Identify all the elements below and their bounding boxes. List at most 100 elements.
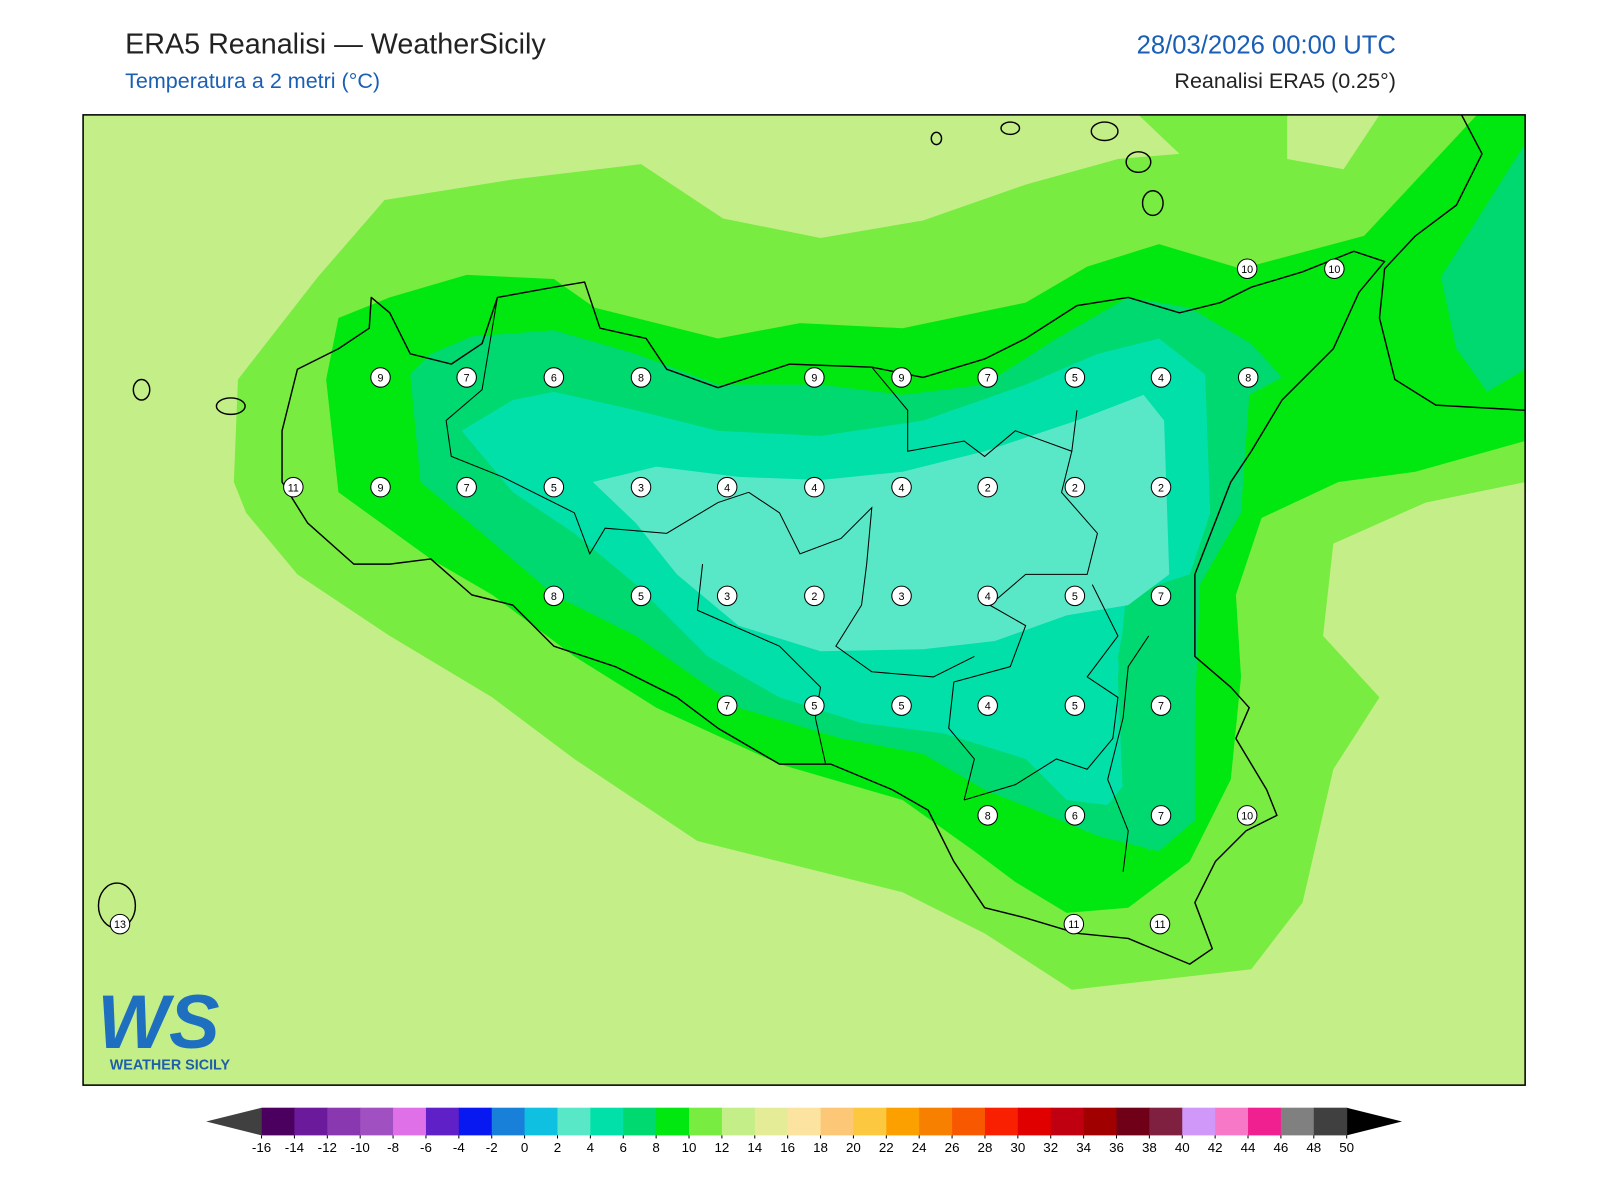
colorbar-tick-label: 8 — [652, 1140, 659, 1155]
coastline-calabria — [1378, 114, 1526, 411]
colorbar-bin — [491, 1107, 526, 1136]
colorbar-tick-label: -10 — [351, 1140, 370, 1155]
station: 7 — [1150, 695, 1172, 716]
station-value: 4 — [811, 482, 817, 494]
subtitle: Temperatura a 2 metri (°C) — [125, 69, 380, 93]
station-value: 3 — [899, 591, 905, 603]
island — [1125, 151, 1152, 174]
colorbar-tick-label: -12 — [318, 1140, 337, 1155]
station-value: 5 — [899, 701, 905, 713]
field-12-14 — [1287, 114, 1380, 170]
station: 10 — [1324, 258, 1345, 279]
station-marker — [716, 695, 738, 716]
colorbar-bin — [393, 1107, 427, 1136]
colorbar-bin — [984, 1107, 1019, 1136]
colorbar-bin — [557, 1107, 591, 1136]
station-marker — [543, 476, 565, 498]
station-marker — [1236, 805, 1258, 826]
colorbar-bin — [1248, 1107, 1282, 1136]
colorbar-tick-label: 18 — [813, 1140, 828, 1155]
colorbar-bin — [1313, 1107, 1348, 1136]
station-value: 4 — [985, 591, 991, 603]
station-value: 4 — [985, 701, 991, 713]
colorbar-tick-label: 2 — [554, 1140, 561, 1155]
station: 11 — [283, 476, 304, 498]
colorbar-tick-label: 6 — [620, 1140, 627, 1155]
colorbar-bin — [689, 1107, 723, 1136]
station-value: 4 — [899, 482, 905, 494]
station: 6 — [1064, 805, 1086, 826]
station-value: 5 — [551, 482, 557, 494]
station-value: 11 — [288, 482, 299, 494]
station-value: 5 — [638, 591, 644, 603]
colorbar-bin — [952, 1107, 986, 1136]
colorbar-tick-label: 36 — [1109, 1140, 1124, 1155]
colorbar: -16 -14 -12 -10 -8 -6 -4 -2 0 2 4 6 8 10 12 14 16 18 20 22 2… — [206, 1107, 1403, 1155]
colorbar-tick-label: -14 — [285, 1140, 305, 1155]
colorbar-tick-label: -4 — [453, 1140, 465, 1155]
island — [930, 131, 943, 146]
island — [1141, 190, 1164, 217]
station-marker — [1150, 367, 1172, 388]
station-marker — [1150, 585, 1172, 607]
station-marker — [891, 695, 912, 716]
title: ERA5 Reanalisi — WeatherSicily — [125, 28, 546, 60]
logo-mark: WS — [97, 980, 219, 1065]
colorbar-tick-label: 10 — [682, 1140, 697, 1155]
station-value: 6 — [551, 373, 557, 385]
station-value: 7 — [724, 701, 730, 713]
colorbar-tick-label: 4 — [587, 1140, 595, 1155]
station-marker — [977, 585, 998, 607]
colorbar-tick-label: 16 — [780, 1140, 795, 1155]
station-marker — [804, 367, 825, 388]
field-2-4 — [592, 394, 1170, 652]
colorbar-tick-label: 24 — [912, 1140, 927, 1155]
station-marker — [1236, 258, 1258, 279]
colorbar-bin — [1149, 1107, 1183, 1136]
station-marker — [1149, 913, 1171, 935]
station-marker — [1150, 805, 1172, 826]
station: 4 — [977, 695, 998, 716]
colorbar-over — [1346, 1107, 1403, 1136]
station-value: 2 — [985, 482, 991, 494]
station-marker — [1063, 913, 1085, 935]
colorbar-bin — [1280, 1107, 1315, 1136]
station: 8 — [1237, 367, 1259, 388]
station: 5 — [1064, 695, 1086, 716]
station-value: 7 — [1158, 701, 1164, 713]
station-value: 7 — [464, 482, 470, 494]
station-marker — [891, 367, 912, 388]
station-marker — [370, 476, 391, 498]
station: 2 — [977, 476, 998, 498]
station: 5 — [804, 695, 825, 716]
station: 5 — [1064, 367, 1086, 388]
colorbar-bin — [721, 1107, 756, 1136]
station-value: 13 — [114, 919, 126, 931]
colorbar-tick-label: 44 — [1241, 1140, 1256, 1155]
province-border — [948, 451, 1098, 801]
station-marker — [109, 913, 131, 935]
station-marker — [977, 367, 998, 388]
station: 8 — [543, 585, 565, 607]
colorbar-tick-label: 46 — [1273, 1140, 1288, 1155]
station: 4 — [891, 476, 912, 498]
coastline-sicily — [281, 250, 1386, 965]
map: 10 10 9 7 6 8 9 9 7 5 4 8 11 9 7 5 3 4 4 4 2 2 2 8 5 3 2 3 4 5 7 7 5 5 4 5 7… — [83, 114, 1526, 1086]
colorbar-tick-label: 34 — [1076, 1140, 1091, 1155]
colorbar-bin — [294, 1107, 328, 1136]
station-marker — [1150, 476, 1172, 498]
station: 7 — [456, 367, 477, 388]
colorbar-bin — [820, 1107, 854, 1136]
station-value: 2 — [1072, 482, 1078, 494]
province-border — [445, 297, 749, 556]
station-marker — [716, 476, 738, 498]
colorbar-bin — [261, 1107, 295, 1136]
station-value: 8 — [985, 810, 991, 822]
island — [1090, 121, 1119, 142]
station: 4 — [977, 585, 998, 607]
logo-text: WEATHER SICILY — [110, 1058, 231, 1074]
station-value: 10 — [1241, 810, 1253, 822]
station: 8 — [630, 367, 652, 388]
station: 7 — [977, 367, 998, 388]
